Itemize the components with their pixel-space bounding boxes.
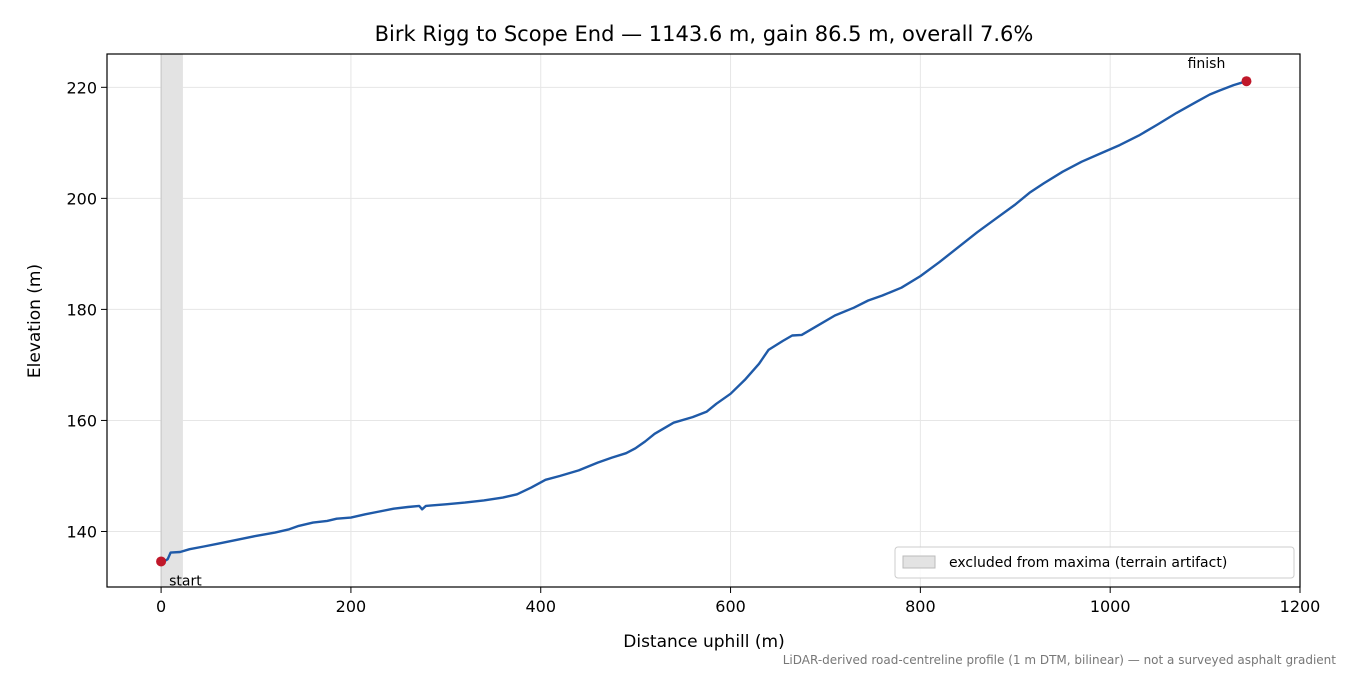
x-tick-label: 1200 <box>1280 597 1321 616</box>
axes-frame <box>106 53 1301 588</box>
y-tick-label: 200 <box>66 189 97 208</box>
x-tick-label: 800 <box>905 597 936 616</box>
x-tick-label: 400 <box>525 597 556 616</box>
plot-area <box>107 54 1300 587</box>
marker-start <box>156 556 167 567</box>
legend: excluded from maxima (terrain artifact) <box>894 546 1295 579</box>
marker-label-finish: finish <box>1188 56 1226 72</box>
legend-box <box>894 546 1295 579</box>
excluded-span-shade <box>161 54 183 587</box>
y-tick-label: 140 <box>66 522 97 541</box>
marker-layer: start finish <box>156 56 1252 589</box>
excluded-span-layer <box>160 54 183 587</box>
plot-frame <box>106 53 1301 588</box>
y-tick-label: 180 <box>66 300 97 319</box>
y-tick-label: 160 <box>66 411 97 430</box>
x-tick-label: 200 <box>336 597 367 616</box>
x-tick-label: 0 <box>156 597 166 616</box>
marker-label-start: start <box>169 573 202 589</box>
series-layer <box>161 80 1247 563</box>
footnote: LiDAR-derived road-centreline profile (1… <box>783 653 1337 667</box>
plot-background <box>107 54 1300 587</box>
x-tick-label: 600 <box>715 597 746 616</box>
marker-finish <box>1241 76 1252 87</box>
y-tick-label: 220 <box>66 78 97 97</box>
tick-layer: 0 200 400 600 800 1000 1200 140 160 180 200 220 <box>66 78 1320 616</box>
legend-label: excluded from maxima (terrain artifact) <box>949 555 1227 571</box>
grid-lines <box>107 54 1301 587</box>
x-axis-label: Distance uphill (m) <box>623 632 784 652</box>
elevation-series-line <box>161 80 1247 563</box>
y-axis-label: Elevation (m) <box>25 264 45 378</box>
legend-swatch <box>902 555 936 569</box>
x-tick-label: 1000 <box>1090 597 1131 616</box>
chart-title: Birk Rigg to Scope End — 1143.6 m, gain … <box>375 22 1034 46</box>
